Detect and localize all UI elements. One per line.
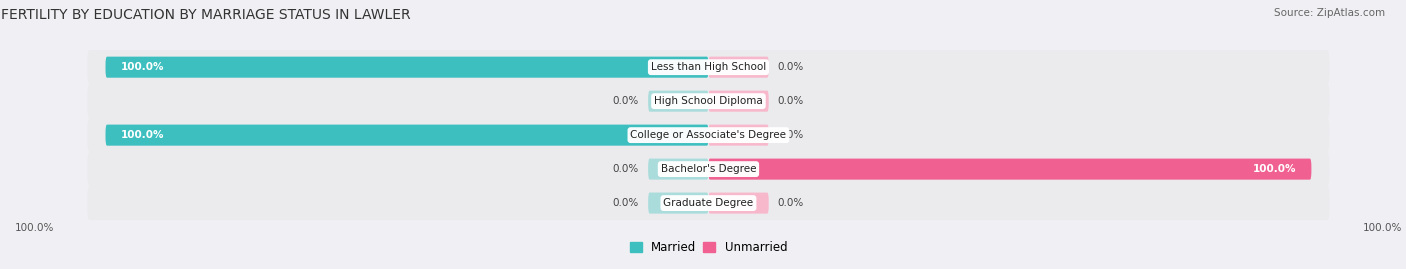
Text: 100.0%: 100.0%	[1362, 222, 1402, 232]
FancyBboxPatch shape	[105, 57, 709, 78]
Text: Less than High School: Less than High School	[651, 62, 766, 72]
Text: 100.0%: 100.0%	[121, 62, 165, 72]
FancyBboxPatch shape	[87, 152, 1330, 186]
FancyBboxPatch shape	[648, 91, 709, 112]
FancyBboxPatch shape	[709, 57, 769, 78]
FancyBboxPatch shape	[105, 125, 709, 146]
Text: 0.0%: 0.0%	[778, 130, 804, 140]
Text: College or Associate's Degree: College or Associate's Degree	[630, 130, 786, 140]
FancyBboxPatch shape	[87, 186, 1330, 220]
FancyBboxPatch shape	[709, 91, 769, 112]
Text: 100.0%: 100.0%	[1253, 164, 1296, 174]
FancyBboxPatch shape	[709, 193, 769, 214]
Text: 0.0%: 0.0%	[613, 164, 640, 174]
FancyBboxPatch shape	[648, 193, 709, 214]
FancyBboxPatch shape	[648, 158, 709, 180]
Text: 0.0%: 0.0%	[778, 96, 804, 106]
Text: 0.0%: 0.0%	[778, 198, 804, 208]
FancyBboxPatch shape	[709, 158, 1312, 180]
Text: Source: ZipAtlas.com: Source: ZipAtlas.com	[1274, 8, 1385, 18]
Text: 0.0%: 0.0%	[613, 198, 640, 208]
FancyBboxPatch shape	[87, 50, 1330, 84]
Text: Graduate Degree: Graduate Degree	[664, 198, 754, 208]
Text: 0.0%: 0.0%	[778, 62, 804, 72]
Text: 0.0%: 0.0%	[613, 96, 640, 106]
Legend: Married, Unmarried: Married, Unmarried	[626, 236, 792, 259]
FancyBboxPatch shape	[87, 84, 1330, 118]
Text: Bachelor's Degree: Bachelor's Degree	[661, 164, 756, 174]
FancyBboxPatch shape	[709, 125, 769, 146]
Text: 100.0%: 100.0%	[15, 222, 55, 232]
FancyBboxPatch shape	[87, 118, 1330, 152]
Text: 100.0%: 100.0%	[121, 130, 165, 140]
Text: FERTILITY BY EDUCATION BY MARRIAGE STATUS IN LAWLER: FERTILITY BY EDUCATION BY MARRIAGE STATU…	[1, 8, 411, 22]
Text: High School Diploma: High School Diploma	[654, 96, 763, 106]
